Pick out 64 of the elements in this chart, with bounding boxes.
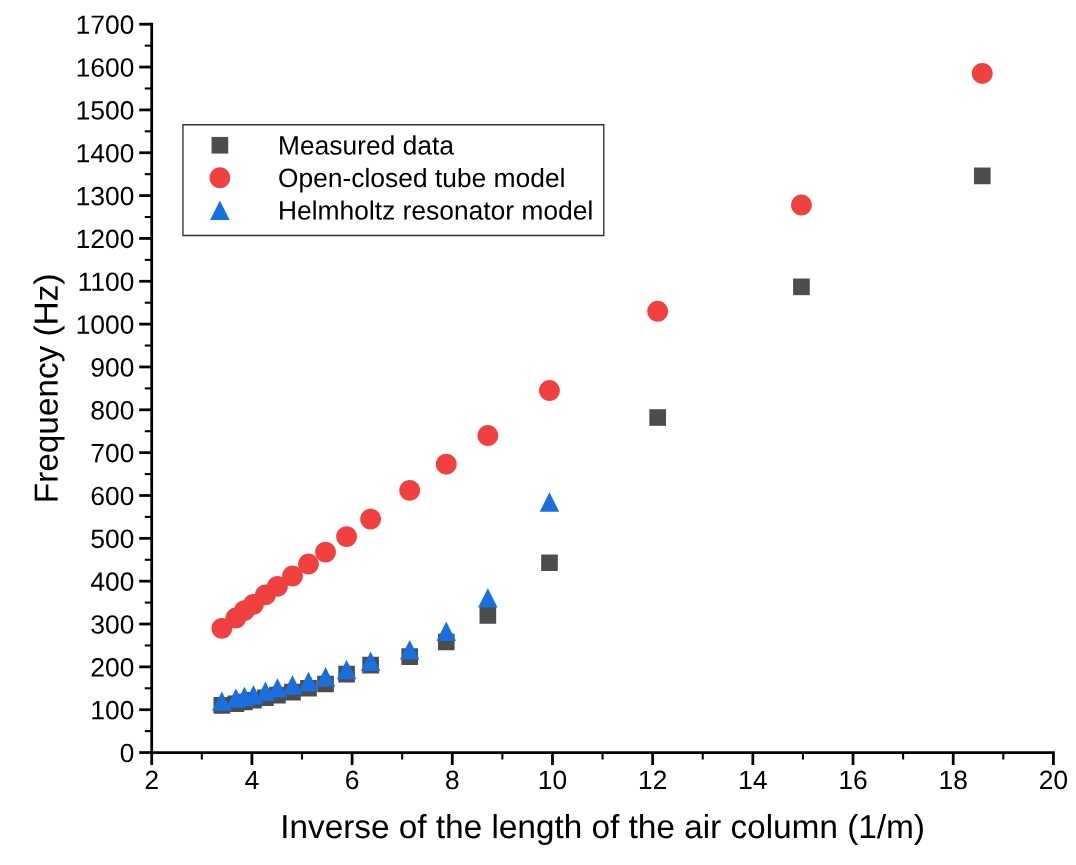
point <box>647 300 669 322</box>
point <box>336 526 357 548</box>
y-tick-label: 1400 <box>77 143 134 163</box>
x-axis-title: Inverse of the length of the air column (1/m) <box>283 813 923 846</box>
x-tick-label: 18 <box>940 770 967 790</box>
point <box>477 425 499 446</box>
y-tick-label: 600 <box>91 486 134 506</box>
x-tick-label: 10 <box>539 770 567 790</box>
point <box>267 575 288 597</box>
point <box>399 640 420 660</box>
point <box>541 554 558 572</box>
y-tick-label: 500 <box>91 529 134 549</box>
point <box>478 588 498 608</box>
legend-label: Helmholtz resonator model <box>280 200 592 220</box>
y-tick-label: 0 <box>120 743 134 763</box>
x-tick-label: 6 <box>346 770 359 790</box>
y-tick-label: 1500 <box>77 101 134 120</box>
legend-label: Open-closed tube model <box>279 167 564 193</box>
y-tick-label: 700 <box>91 443 134 463</box>
x-tick-label: 2 <box>145 770 158 790</box>
point <box>973 167 991 185</box>
x-tick-label: 20 <box>1040 770 1068 790</box>
y-tick-label: 1300 <box>77 186 134 206</box>
point <box>360 508 382 530</box>
point <box>298 671 319 692</box>
point <box>282 675 303 695</box>
point <box>267 678 288 698</box>
y-tick-label: 1200 <box>77 229 134 249</box>
y-tick-label: 300 <box>91 615 134 634</box>
y-tick-label: 400 <box>90 572 134 591</box>
y-tick-label: 800 <box>91 400 134 420</box>
point <box>791 194 812 216</box>
y-tick-label: 1000 <box>77 315 134 334</box>
y-tick-label: 1100 <box>79 272 134 292</box>
y-tick-label: 200 <box>91 658 134 677</box>
y-tick-label: 1700 <box>77 15 134 35</box>
x-tick-label: 4 <box>245 770 259 790</box>
x-tick-label: 8 <box>446 770 459 790</box>
point <box>360 651 381 672</box>
point <box>435 453 457 475</box>
point <box>649 409 666 426</box>
y-tick-label: 1600 <box>77 58 134 77</box>
point <box>539 492 560 512</box>
point <box>436 621 456 642</box>
x-tick-label: 16 <box>840 770 867 790</box>
y-axis-title: Frequency (Hz) <box>33 275 65 501</box>
point <box>315 667 336 687</box>
legend-label: Measured data <box>280 135 454 155</box>
point <box>971 63 993 84</box>
y-tick-label: 900 <box>91 358 134 377</box>
point <box>255 681 276 702</box>
point <box>212 691 232 711</box>
point <box>479 607 497 624</box>
point <box>298 553 319 575</box>
y-tick-label: 100 <box>92 700 134 720</box>
point <box>211 617 233 639</box>
x-tick-label: 14 <box>740 770 767 790</box>
point <box>399 479 421 501</box>
x-tick-label: 12 <box>639 770 667 790</box>
point <box>315 541 336 563</box>
point <box>793 278 810 296</box>
point <box>336 659 357 680</box>
point <box>539 380 560 401</box>
point <box>282 565 303 587</box>
